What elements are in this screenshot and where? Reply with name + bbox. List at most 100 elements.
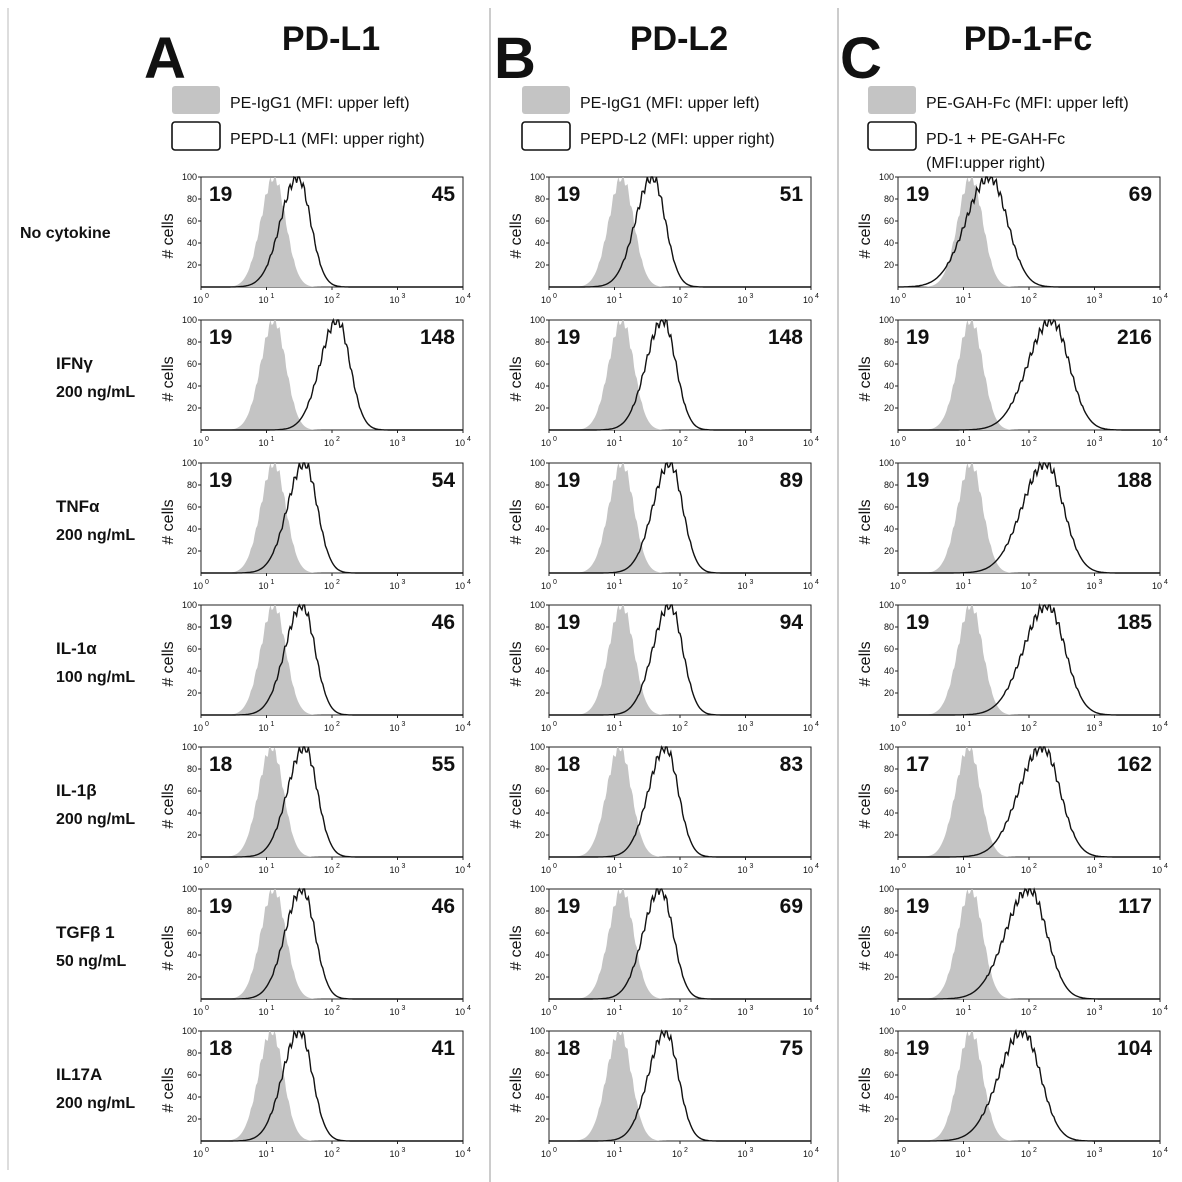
y-tick-label: 100	[879, 884, 894, 894]
x-tick-exponent: 3	[402, 1147, 406, 1154]
x-tick-exponent: 0	[205, 1147, 209, 1154]
x-tick-label: 10	[606, 295, 616, 305]
x-tick-label: 10	[955, 865, 965, 875]
y-tick-label: 20	[535, 830, 545, 840]
x-tick-exponent: 1	[619, 1147, 623, 1154]
y-axis-label: # cells	[508, 783, 525, 828]
x-tick-exponent: 4	[467, 1147, 471, 1154]
stained-histogram	[898, 746, 1160, 858]
x-tick-exponent: 3	[1099, 863, 1103, 870]
control-histogram	[549, 747, 811, 857]
x-tick-label: 10	[606, 438, 616, 448]
stained-histogram	[201, 462, 463, 574]
mfi-control-value: 18	[557, 1037, 581, 1060]
x-tick-exponent: 2	[336, 863, 340, 870]
x-tick-label: 10	[455, 581, 465, 591]
x-tick-exponent: 0	[902, 436, 906, 443]
y-tick-label: 20	[187, 546, 197, 556]
stained-histogram	[898, 176, 1160, 288]
legend-label-open: PEPD-L1 (MFI: upper right)	[230, 131, 425, 148]
control-histogram	[898, 177, 1160, 287]
mfi-stained-value: 41	[432, 1037, 456, 1060]
legend-label-open: PEPD-L2 (MFI: upper right)	[580, 131, 775, 148]
x-tick-label: 10	[737, 295, 747, 305]
mfi-control-value: 18	[557, 753, 581, 776]
mfi-control-value: 17	[906, 753, 929, 776]
mfi-stained-value: 83	[780, 753, 803, 776]
stained-histogram	[201, 1029, 463, 1142]
y-tick-label: 40	[187, 381, 197, 391]
x-tick-exponent: 4	[467, 863, 471, 870]
x-tick-exponent: 4	[1164, 579, 1168, 586]
y-tick-label: 60	[535, 1070, 545, 1080]
control-histogram	[201, 1031, 463, 1141]
x-tick-exponent: 1	[968, 1005, 972, 1012]
y-tick-label: 100	[182, 600, 197, 610]
plot-frame	[200, 746, 464, 858]
control-histogram	[201, 177, 463, 287]
y-tick-label: 20	[535, 972, 545, 982]
x-tick-label: 10	[541, 295, 551, 305]
x-tick-exponent: 1	[619, 293, 623, 300]
x-tick-exponent: 3	[1099, 1147, 1103, 1154]
x-tick-label: 10	[1152, 581, 1162, 591]
panel-title: PD-L1	[282, 20, 380, 58]
x-tick-label: 10	[258, 438, 268, 448]
x-tick-exponent: 3	[402, 579, 406, 586]
y-axis-label: # cells	[508, 213, 525, 258]
y-tick-label: 40	[187, 238, 197, 248]
plot-frame	[200, 319, 464, 431]
x-tick-label: 10	[606, 865, 616, 875]
x-tick-exponent: 4	[815, 293, 819, 300]
x-tick-exponent: 1	[968, 293, 972, 300]
x-tick-label: 10	[455, 723, 465, 733]
x-tick-label: 10	[606, 581, 616, 591]
y-tick-label: 60	[187, 1070, 197, 1080]
x-tick-label: 10	[890, 723, 900, 733]
y-axis-label: # cells	[160, 499, 177, 544]
x-tick-exponent: 2	[1033, 293, 1037, 300]
x-tick-exponent: 0	[205, 721, 209, 728]
stained-histogram	[549, 318, 811, 431]
y-tick-label: 40	[535, 808, 545, 818]
legend-swatch-open	[867, 121, 917, 151]
x-tick-label: 10	[955, 1007, 965, 1017]
x-tick-label: 10	[1152, 865, 1162, 875]
x-tick-label: 10	[389, 438, 399, 448]
x-tick-label: 10	[258, 865, 268, 875]
y-tick-label: 60	[884, 502, 894, 512]
y-tick-label: 40	[535, 381, 545, 391]
mfi-stained-value: 216	[1117, 326, 1152, 349]
legend-label-shaded: PE-IgG1 (MFI: upper left)	[230, 95, 410, 112]
x-tick-exponent: 4	[1164, 1005, 1168, 1012]
control-histogram	[898, 320, 1160, 430]
x-tick-label: 10	[1152, 1007, 1162, 1017]
x-tick-label: 10	[193, 438, 203, 448]
stained-histogram	[898, 603, 1160, 716]
y-tick-label: 40	[535, 666, 545, 676]
x-tick-exponent: 2	[684, 1147, 688, 1154]
y-tick-label: 100	[530, 1026, 545, 1036]
x-tick-exponent: 0	[902, 1147, 906, 1154]
x-tick-exponent: 4	[1164, 863, 1168, 870]
x-tick-exponent: 4	[815, 863, 819, 870]
y-tick-label: 40	[535, 950, 545, 960]
panel-letter: C	[840, 26, 882, 91]
row-label-dose: 200 ng/mL	[56, 1095, 135, 1112]
mfi-stained-value: 148	[420, 326, 455, 349]
plot-frame	[548, 462, 812, 574]
x-tick-exponent: 1	[271, 293, 275, 300]
y-axis-label: # cells	[160, 213, 177, 258]
x-tick-label: 10	[672, 581, 682, 591]
plot-frame	[200, 604, 464, 716]
control-histogram	[549, 463, 811, 573]
x-tick-exponent: 3	[1099, 1005, 1103, 1012]
mfi-stained-value: 54	[432, 469, 456, 492]
x-tick-label: 10	[1152, 1149, 1162, 1159]
y-tick-label: 60	[187, 359, 197, 369]
y-tick-label: 100	[182, 1026, 197, 1036]
